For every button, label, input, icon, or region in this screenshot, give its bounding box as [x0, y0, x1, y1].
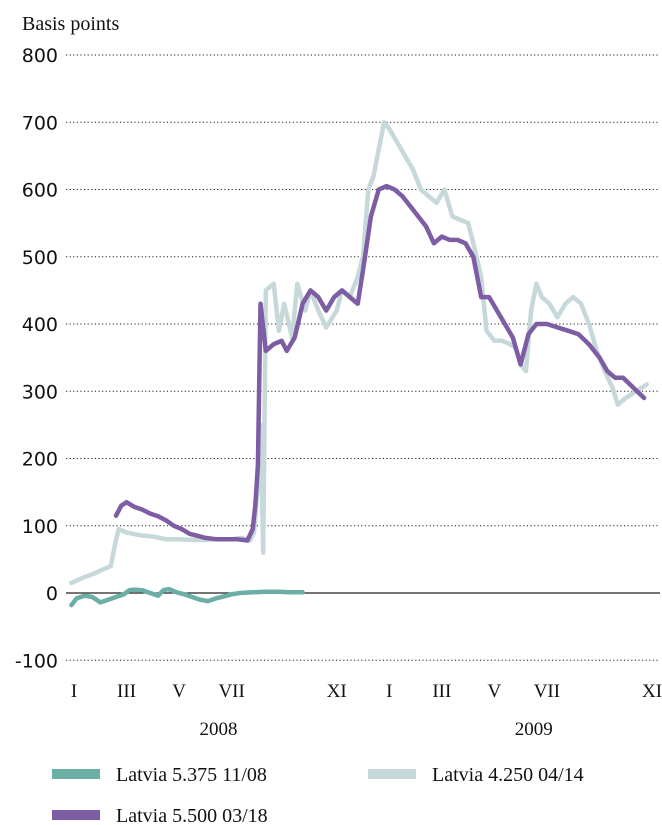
series-line-0 — [69, 586, 305, 608]
y-tick-label: 600 — [22, 180, 58, 202]
y-axis-tick-labels: 800 700 600 500 400 300 200 100 0 -100 — [15, 45, 58, 672]
year-label: 2009 — [515, 719, 553, 740]
y-tick-label: 100 — [22, 516, 58, 538]
series-line-1 — [69, 120, 649, 586]
gridlines — [66, 54, 660, 661]
x-axis-year-labels: 2008 2009 — [200, 719, 553, 740]
x-tick-label: XI — [327, 681, 347, 702]
series-line-2 — [113, 183, 647, 543]
y-axis-unit-label: Basis points — [22, 13, 119, 35]
x-tick-label: III — [432, 681, 451, 702]
legend: Latvia 5.375 11/08 Latvia 4.250 04/14 Latv… — [52, 764, 584, 825]
y-tick-label: 500 — [22, 247, 58, 269]
x-tick-label: III — [117, 681, 136, 702]
x-tick-label: V — [172, 681, 186, 702]
y-tick-label: 400 — [22, 314, 58, 336]
y-tick-label: 200 — [22, 449, 58, 471]
y-tick-label: -100 — [15, 650, 58, 672]
legend-label: Latvia 5.375 11/08 — [116, 764, 267, 786]
y-tick-label: 800 — [22, 45, 58, 67]
y-tick-label: 700 — [22, 112, 58, 134]
x-tick-label: VII — [218, 681, 244, 702]
x-tick-label: XI — [642, 681, 662, 702]
x-tick-label: V — [487, 681, 501, 702]
x-axis-month-labels: I III V VII XI I III V VII XI — [71, 681, 662, 702]
y-tick-label: 0 — [46, 583, 58, 605]
legend-swatch — [52, 810, 100, 820]
year-label: 2008 — [200, 719, 238, 740]
legend-label: Latvia 4.250 04/14 — [432, 764, 584, 786]
x-tick-label: I — [386, 681, 392, 702]
legend-label: Latvia 5.500 03/18 — [116, 805, 268, 825]
legend-swatch — [52, 769, 100, 779]
legend-swatch — [368, 769, 416, 779]
series-lines — [69, 120, 649, 608]
x-tick-label: VII — [534, 681, 560, 702]
x-tick-label: I — [71, 681, 77, 702]
y-tick-label: 300 — [22, 381, 58, 403]
